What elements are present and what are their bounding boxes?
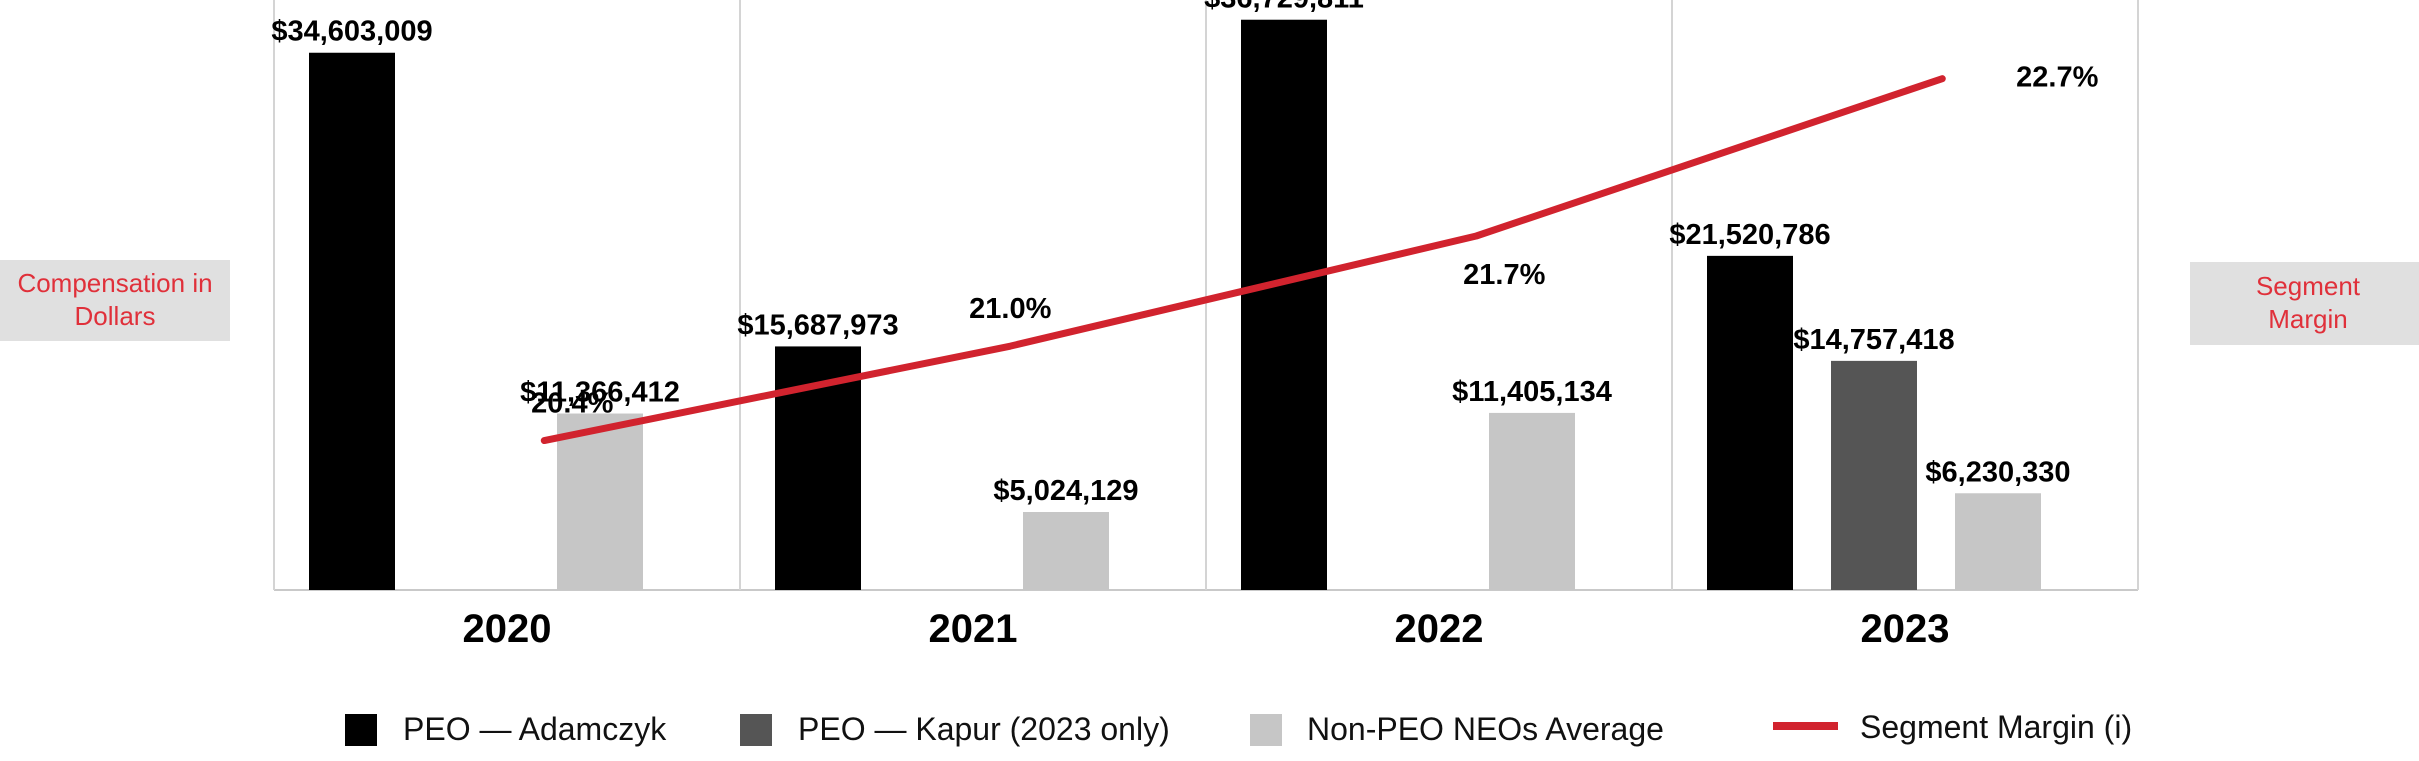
y-axis-title-right: Segment Margin	[2190, 262, 2419, 345]
bar-adamczyk-2023	[1707, 255, 1793, 590]
data-label-non-peo-2023: $6,230,330	[1925, 456, 2070, 488]
x-tick-label-2020: 2020	[463, 607, 552, 651]
bar-non-peo-2020	[557, 413, 643, 590]
margin-label-2020: 20.4%	[531, 388, 613, 420]
margin-label-2021: 21.0%	[969, 293, 1051, 325]
bar-non-peo-2021	[1023, 511, 1109, 590]
bar-non-peo-2023	[1955, 493, 2041, 590]
legend: PEO — Adamczyk PEO — Kapur (2023 only) N…	[345, 709, 2132, 747]
x-tick-labels: 2020 2021 2022 2023	[463, 607, 1950, 651]
data-label-adamczyk-2022: $36,729,811	[1204, 0, 1364, 15]
data-label-kapur-2023: $14,757,418	[1793, 324, 1954, 356]
margin-line-layer: 20.4% 21.0% 21.7% 22.7%	[531, 62, 2099, 445]
data-label-non-peo-2020: $11,366,412	[520, 377, 680, 409]
legend-label-kapur: PEO — Kapur (2023 only)	[798, 711, 1170, 747]
bar-non-peo-2022	[1489, 412, 1575, 590]
y-axis-title-line-1: Compensation in	[17, 268, 212, 298]
legend-label-non-peo: Non-PEO NEOs Average	[1307, 711, 1664, 747]
y-axis-title-line-2: Dollars	[75, 301, 156, 331]
bar-kapur-2023	[1831, 360, 1917, 590]
x-tick-label-2021: 2021	[929, 607, 1018, 651]
margin-label-2023: 22.7%	[2016, 62, 2098, 94]
x-tick-label-2022: 2022	[1395, 607, 1484, 651]
segment-margin-line	[540, 75, 1946, 445]
legend-swatch-kapur	[740, 714, 772, 746]
margin-label-2022: 21.7%	[1463, 259, 1545, 291]
data-label-adamczyk-2021: $15,687,973	[737, 309, 898, 341]
bar-adamczyk-2020	[309, 52, 395, 591]
bar-labels-layer: $34,603,009 $15,687,973 $36,729,811 $21,520…	[271, 0, 2070, 507]
bar-adamczyk-2022	[1241, 19, 1327, 590]
y-axis-title-left: Compensation in Dollars	[0, 260, 230, 341]
data-label-non-peo-2021: $5,024,129	[993, 475, 1138, 507]
y2-axis-title-line-1: Segment	[2256, 271, 2361, 301]
x-tick-label-2023: 2023	[1861, 607, 1950, 651]
data-label-non-peo-2022: $11,405,134	[1452, 376, 1612, 408]
y2-axis-title-line-2: Margin	[2268, 304, 2347, 334]
data-label-adamczyk-2020: $34,603,009	[271, 16, 432, 48]
legend-swatch-adamczyk	[345, 714, 377, 746]
data-label-adamczyk-2023: $21,520,786	[1669, 219, 1830, 251]
legend-label-margin: Segment Margin (i)	[1860, 709, 2132, 745]
legend-label-adamczyk: PEO — Adamczyk	[403, 711, 667, 747]
legend-swatch-non-peo	[1250, 714, 1282, 746]
